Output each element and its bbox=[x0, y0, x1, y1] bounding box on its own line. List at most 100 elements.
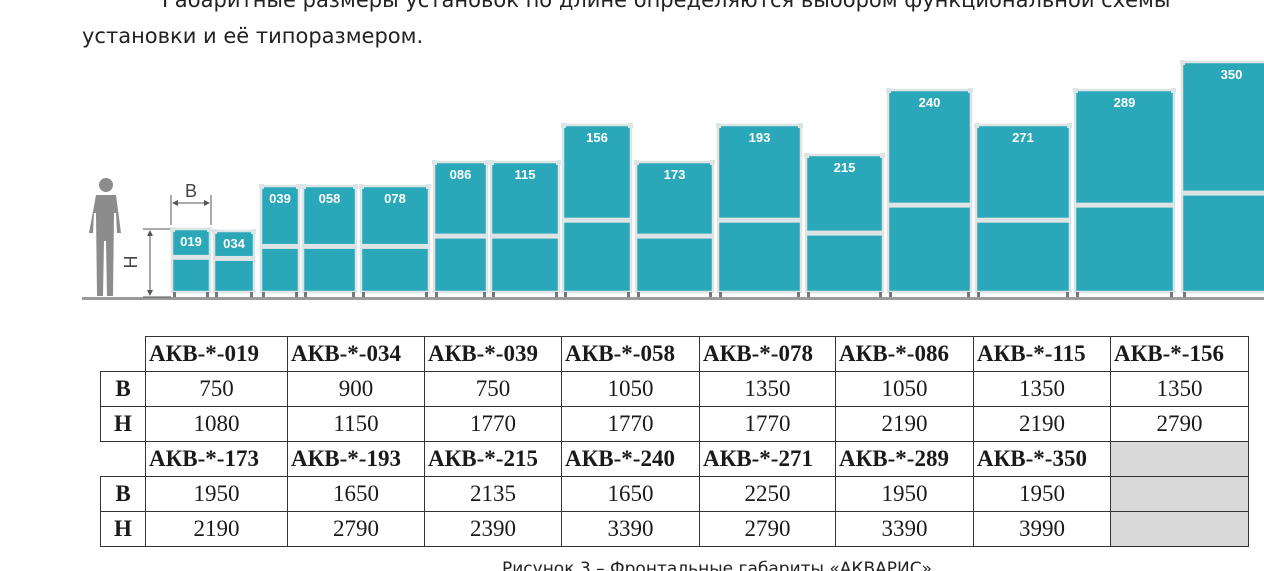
module-divider bbox=[434, 233, 487, 239]
module-leg bbox=[1170, 292, 1173, 297]
module-leg bbox=[304, 292, 307, 297]
module-leg bbox=[215, 292, 218, 297]
frame-corner bbox=[804, 153, 809, 158]
unit-module: 115 bbox=[489, 160, 561, 297]
frame-corner bbox=[886, 88, 891, 93]
model-header-cell: АКВ-*-173 bbox=[145, 441, 288, 477]
unit-label: 039 bbox=[269, 191, 291, 206]
unit-module: 193 bbox=[716, 123, 803, 297]
frame-corner bbox=[432, 160, 437, 165]
frame-corner bbox=[880, 153, 885, 158]
module-leg bbox=[1066, 292, 1069, 297]
table-row: B 750 900 750 1050 1350 1050 1350 1350 bbox=[100, 371, 1249, 407]
model-header-cell: АКВ-*-240 bbox=[561, 441, 700, 477]
unit-label: 115 bbox=[515, 167, 536, 182]
frame-corner bbox=[1180, 60, 1185, 65]
value-cell: 1650 bbox=[287, 476, 425, 512]
unit-label: 193 bbox=[749, 130, 771, 145]
units-layer: 019 034 039 058 078 086 115 156 173 193 215 240 271 2… bbox=[170, 60, 1264, 297]
paragraph-line-2: установки и её типоразмером. bbox=[82, 24, 424, 48]
module-leg bbox=[1183, 292, 1186, 297]
model-header-cell: АКВ-*-215 bbox=[424, 441, 562, 477]
module-divider bbox=[976, 217, 1070, 223]
frame-corner bbox=[1171, 88, 1176, 93]
figure-caption: Рисунок 3 – Фронтальные габариты «АКВАРИ… bbox=[0, 555, 1264, 571]
model-header-cell: АКВ-*-078 bbox=[699, 336, 836, 372]
value-cell: 3390 bbox=[561, 511, 700, 547]
module-body bbox=[634, 160, 715, 294]
module-divider bbox=[1075, 202, 1174, 208]
unit-label: 240 bbox=[919, 95, 941, 110]
module-leg bbox=[1076, 292, 1079, 297]
value-cell: 1150 bbox=[287, 406, 425, 442]
unit-label: 058 bbox=[319, 191, 341, 206]
unit-label: 019 bbox=[180, 234, 202, 249]
frame-corner bbox=[489, 160, 494, 165]
value-cell: 2190 bbox=[973, 406, 1111, 442]
row-label-h: H bbox=[100, 511, 146, 547]
module-body bbox=[301, 184, 358, 294]
person-silhouette-icon bbox=[89, 178, 121, 296]
width-dimension bbox=[170, 195, 212, 225]
module-body bbox=[489, 160, 561, 294]
module-body bbox=[1180, 60, 1264, 294]
value-cell: 2250 bbox=[699, 476, 836, 512]
value-cell: 1770 bbox=[561, 406, 700, 442]
height-dimension bbox=[143, 228, 171, 298]
module-leg bbox=[967, 292, 970, 297]
module-leg bbox=[483, 292, 486, 297]
value-cell: 1950 bbox=[145, 476, 288, 512]
frame-corner bbox=[170, 227, 175, 232]
module-leg bbox=[637, 292, 640, 297]
module-divider bbox=[361, 243, 429, 249]
module-divider bbox=[718, 217, 801, 223]
corner-cell bbox=[100, 441, 146, 477]
unit-label: 215 bbox=[834, 160, 856, 175]
model-header-cell: АКВ-*-039 bbox=[424, 336, 562, 372]
module-leg bbox=[262, 292, 265, 297]
frame-corner bbox=[556, 160, 561, 165]
module-leg bbox=[564, 292, 567, 297]
unit-module: 058 bbox=[301, 184, 358, 297]
unit-label: 173 bbox=[664, 167, 686, 182]
value-cell: 1350 bbox=[973, 371, 1111, 407]
table-header-row: АКВ-*-019 АКВ-*-034 АКВ-*-039 АКВ-*-058 АКВ-… bbox=[100, 336, 1249, 372]
unit-label: 078 bbox=[384, 191, 406, 206]
model-header-cell: АКВ-*-058 bbox=[561, 336, 700, 372]
module-divider bbox=[1182, 190, 1264, 196]
module-body bbox=[1073, 88, 1176, 294]
frame-corner bbox=[296, 184, 301, 189]
unit-module: 240 bbox=[886, 88, 973, 297]
module-leg bbox=[295, 292, 298, 297]
frame-corner bbox=[426, 184, 431, 189]
module-body bbox=[170, 227, 212, 294]
value-cell: 900 bbox=[287, 371, 425, 407]
unit-module: 215 bbox=[804, 153, 885, 297]
table-row: H 1080 1150 1770 1770 1770 2190 2190 2790 bbox=[100, 406, 1249, 442]
value-cell: 2135 bbox=[424, 476, 562, 512]
unit-label: 350 bbox=[1221, 67, 1243, 82]
value-cell: 1650 bbox=[561, 476, 700, 512]
value-cell: 1350 bbox=[1110, 371, 1249, 407]
model-header-cell: АКВ-*-034 bbox=[287, 336, 425, 372]
module-divider bbox=[806, 230, 883, 236]
frame-corner bbox=[710, 160, 715, 165]
units-figure: H B 019 034 039 058 078 086 115 156 173 193 215 240… bbox=[82, 60, 1264, 300]
module-divider bbox=[261, 243, 299, 249]
frame-corner bbox=[212, 229, 217, 234]
unit-label: 289 bbox=[1114, 95, 1136, 110]
module-body bbox=[886, 88, 973, 294]
module-divider bbox=[888, 202, 971, 208]
value-cell: 2390 bbox=[424, 511, 562, 547]
value-cell: 1950 bbox=[973, 476, 1111, 512]
module-leg bbox=[352, 292, 355, 297]
unit-label: 034 bbox=[223, 236, 245, 251]
frame-corner bbox=[301, 184, 306, 189]
empty-cell bbox=[1110, 476, 1249, 512]
unit-module: 019 bbox=[170, 227, 212, 297]
empty-cell bbox=[1110, 441, 1249, 477]
unit-module: 271 bbox=[974, 123, 1072, 297]
value-cell: 750 bbox=[145, 371, 288, 407]
frame-corner bbox=[484, 160, 489, 165]
unit-label: 271 bbox=[1012, 130, 1034, 145]
